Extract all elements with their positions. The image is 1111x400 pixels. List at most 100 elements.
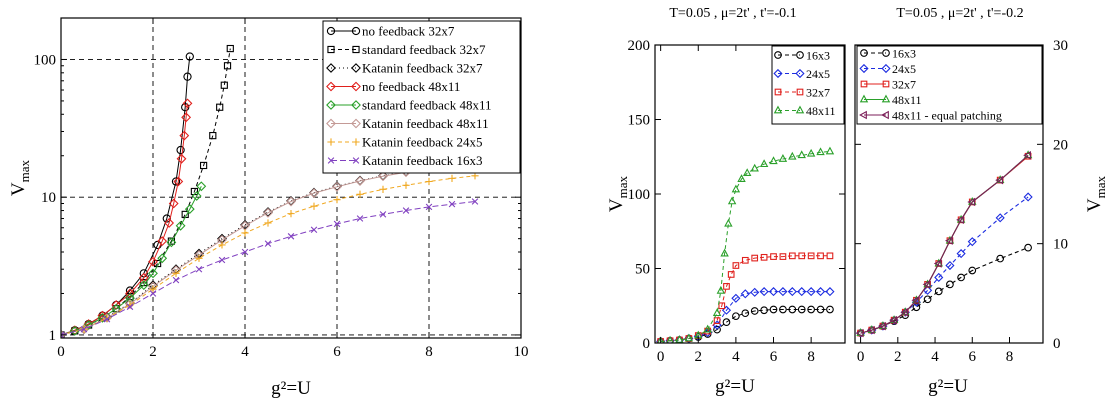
series-middle: [656, 146, 835, 343]
legend-item-16x3: 16x3: [774, 49, 830, 63]
data-point: [797, 287, 807, 297]
legend-item-48x11: 48x11: [859, 93, 922, 107]
x-tick-label: 8: [425, 344, 433, 360]
series-left: [61, 44, 480, 338]
data-point: [223, 62, 232, 70]
data-point: [866, 325, 875, 335]
data-point: [825, 146, 835, 155]
x-tick-label: 6: [333, 344, 341, 360]
data-point: [287, 210, 295, 218]
data-point: [1023, 151, 1031, 160]
x-axis-label-right: g²=U: [928, 376, 968, 397]
legend-marker: [882, 49, 890, 57]
legend-label: 16x3: [806, 49, 830, 63]
data-point: [944, 236, 953, 245]
legend-marker: [859, 110, 867, 120]
x-tick-label: 4: [732, 349, 740, 365]
data-point: [787, 287, 797, 297]
legend-marker: [774, 88, 782, 96]
series-line: [61, 56, 191, 336]
data-point: [172, 276, 180, 284]
data-point: [379, 211, 387, 218]
data-point: [61, 331, 65, 338]
legend-label: 24x5: [806, 67, 830, 81]
legend-marker: [326, 63, 336, 73]
data-point: [148, 256, 158, 267]
data-point: [779, 253, 787, 260]
data-point: [933, 259, 942, 268]
data-point: [713, 325, 721, 334]
x-axis-label-left: g²=U: [271, 378, 311, 399]
data-point: [807, 305, 815, 314]
y-tick-label: 100: [628, 187, 651, 203]
y-tick-label: 150: [628, 113, 651, 129]
legend-marker: [795, 68, 805, 79]
chart-right-panel: T=0.05 , μ=2t' , t'=-0.2 0 2 4 6 8 0 10 20 30 g²…: [854, 6, 1108, 397]
data-point: [97, 312, 108, 323]
series-katanin-feedback-16x3: [61, 198, 479, 338]
legend-label: 48x11 - equal patching: [892, 109, 1002, 123]
data-point: [378, 171, 388, 182]
data-point: [675, 335, 684, 343]
series-24x5: [856, 192, 1033, 338]
legend-item-katanin-feedback-32x7: Katanin feedback 32x7: [326, 61, 483, 76]
data-point: [356, 190, 364, 198]
series-line: [61, 103, 188, 336]
legend-marker: [795, 105, 805, 114]
data-point: [176, 145, 185, 155]
data-point: [788, 252, 796, 260]
data-point: [742, 168, 752, 176]
legend-marker: [352, 157, 360, 164]
legend-item-32x7: 32x7: [774, 86, 830, 100]
legend-marker: [860, 80, 868, 88]
data-point: [967, 237, 977, 247]
data-point: [737, 174, 746, 182]
x-tick-label: 0: [657, 349, 665, 365]
data-point: [911, 296, 920, 305]
legend-label: standard feedback 48x11: [362, 98, 491, 113]
series-48x11-equal-patching: [855, 151, 1031, 338]
legend-marker: [326, 81, 336, 92]
series-32x7: [657, 252, 834, 343]
data-point: [727, 271, 735, 278]
data-point: [946, 280, 954, 289]
data-point: [196, 181, 207, 192]
data-point: [181, 103, 190, 112]
data-point: [310, 202, 318, 210]
data-point: [724, 218, 733, 227]
data-point: [934, 272, 944, 283]
chart-middle-panel: T=0.05 , μ=2t' , t'=-0.1 0 2 4 6 8 0 50 100 150 2…: [606, 6, 846, 397]
data-point: [923, 295, 932, 304]
data-point: [263, 207, 273, 218]
data-point: [817, 252, 824, 260]
data-point: [402, 207, 410, 214]
data-point: [425, 177, 433, 186]
data-point: [195, 254, 203, 262]
data-point: [402, 181, 410, 189]
x-tick-label: 4: [241, 344, 249, 360]
data-point: [923, 285, 933, 295]
data-point: [657, 336, 665, 343]
legend-marker: [327, 157, 335, 164]
data-point: [333, 220, 341, 228]
series-line: [61, 186, 202, 336]
legend-middle: 16x3 24x5 32x7 48x11: [771, 45, 845, 125]
data-point: [797, 305, 806, 314]
legend-item-katanin-feedback-16x3: Katanin feedback 16x3: [327, 153, 483, 168]
data-point: [722, 318, 731, 326]
y-axis-label-left: Vmax: [8, 159, 32, 196]
legend-label: Katanin feedback 48x11: [362, 116, 489, 131]
data-point: [826, 305, 834, 314]
data-point: [956, 215, 964, 225]
data-point: [769, 156, 778, 165]
legend-marker: [774, 51, 782, 59]
legend-label: Katanin feedback 32x7: [362, 61, 483, 76]
data-point: [788, 305, 797, 314]
data-point: [448, 200, 456, 208]
data-point: [138, 280, 149, 291]
data-point: [716, 285, 726, 294]
x-tick-label: 8: [807, 349, 815, 365]
data-point: [732, 262, 740, 269]
